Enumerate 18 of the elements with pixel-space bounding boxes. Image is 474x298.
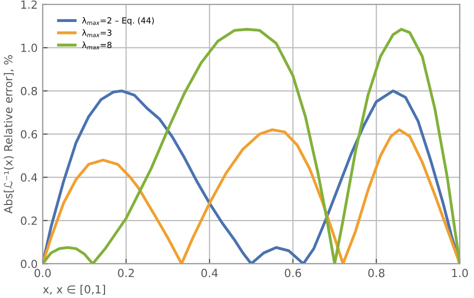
- y-tick-label: 0.6: [20, 130, 38, 138]
- y-tick-label: 1.0: [21, 44, 38, 52]
- y-tick-label: 0.8: [20, 86, 38, 96]
- x-tick-label: 1.0: [452, 268, 468, 278]
- y-tick-label: 1.2: [21, 0, 37, 9]
- y-tick-label: 0.0: [20, 260, 38, 268]
- x-tick-label: 0.4: [201, 268, 218, 278]
- x-tick-label: 0.0: [34, 268, 51, 278]
- legend-label: λ$_{max}$=8: [82, 42, 112, 50]
- x-axis-title: x, x ∈ [0,1]: [42, 284, 106, 295]
- y-axis-title: Abs[ℒ⁻¹(x) Relative error], %: [4, 55, 14, 214]
- x-tick-label: 0.2: [118, 268, 134, 278]
- x-tick-label: 0.6: [284, 268, 302, 278]
- legend-label: λ$_{max}$=3: [82, 29, 112, 38]
- y-tick-label: 0.4: [20, 173, 38, 182]
- legend-label: λ$_{max}$=2 – Eq. (44): [82, 17, 154, 26]
- x-tick-label: 0.8: [368, 268, 384, 278]
- y-tick-label: 0.2: [20, 216, 37, 225]
